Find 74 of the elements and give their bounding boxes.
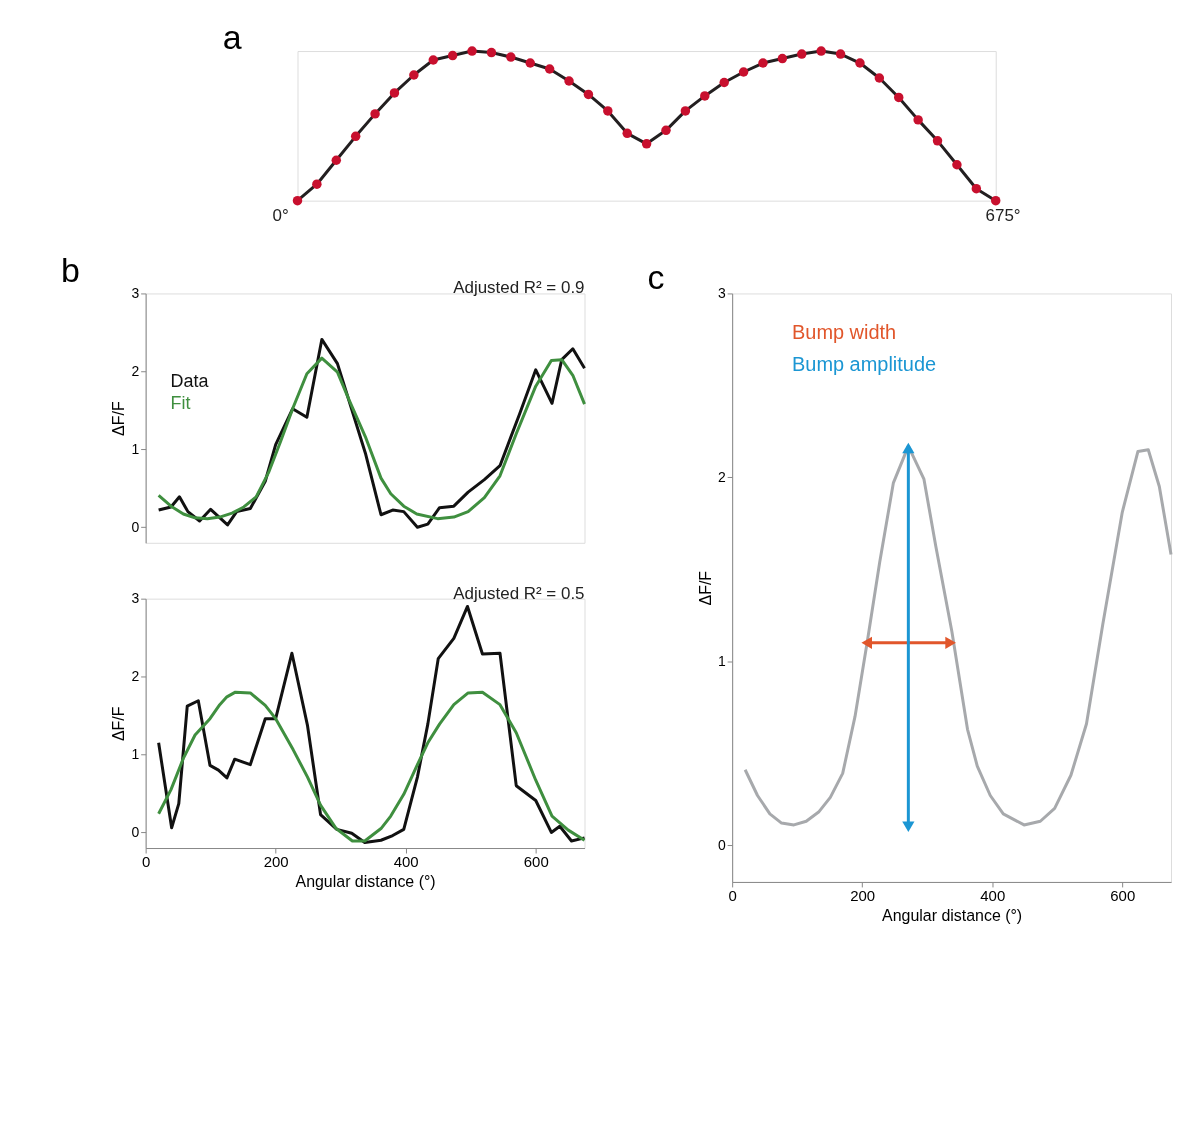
point: [486, 47, 497, 58]
point: [428, 55, 438, 65]
point: [971, 183, 982, 194]
point: [544, 64, 555, 74]
point: [292, 195, 303, 206]
chart-title: c: [647, 258, 665, 297]
text: 675°: [985, 205, 1021, 225]
text: 0°: [272, 205, 289, 225]
x-tick-label: 400: [980, 887, 1006, 905]
y-tick-label: 1: [717, 652, 726, 669]
point: [506, 52, 516, 62]
point: [816, 46, 826, 56]
chart-title: b: [61, 251, 80, 290]
y-tick-label: 0: [131, 823, 140, 840]
y-tick-label: 0: [717, 836, 726, 853]
point: [952, 160, 962, 170]
x-axis-title: Angular distance (°): [295, 873, 436, 891]
x-tick-label: 200: [263, 853, 289, 871]
y-tick-label: 2: [131, 668, 140, 685]
x-tick-label: 200: [850, 887, 876, 905]
point: [932, 136, 943, 146]
y-tick-label: 3: [131, 590, 140, 607]
point: [331, 155, 342, 165]
line-series: [157, 690, 587, 843]
point: [797, 49, 807, 59]
point: [467, 46, 477, 56]
chart-title: a: [222, 18, 242, 57]
point: [835, 49, 846, 59]
point: [680, 106, 691, 116]
point: [913, 115, 923, 125]
text: Bump amplitude: [791, 352, 937, 375]
y-axis-title: ΔF/F: [110, 401, 128, 436]
point: [525, 58, 535, 68]
point: [700, 91, 710, 101]
y-axis-title: ΔF/F: [110, 706, 128, 742]
point: [312, 179, 322, 189]
x-tick-label: 400: [393, 853, 419, 871]
point: [661, 125, 671, 136]
point: [777, 53, 788, 64]
point: [758, 58, 768, 68]
text: Fit: [170, 393, 191, 414]
text: Data: [170, 371, 209, 392]
y-tick-label: 2: [717, 468, 726, 485]
annotation: Adjusted R² = 0.9: [453, 278, 585, 298]
y-tick-label: 3: [717, 284, 726, 301]
y-tick-label: 1: [131, 746, 140, 763]
x-tick-label: 600: [1110, 887, 1136, 905]
point: [894, 92, 904, 103]
x-tick-label: 0: [728, 887, 737, 905]
y-tick-label: 3: [131, 284, 140, 301]
x-axis-title: Angular distance (°): [882, 907, 1023, 925]
x-tick-label: 600: [523, 853, 549, 871]
point: [874, 73, 885, 83]
y-axis-title: ΔF/F: [696, 570, 714, 606]
point: [389, 88, 400, 98]
point: [350, 131, 361, 142]
annotation: Adjusted R² = 0.5: [453, 583, 585, 603]
point: [370, 109, 380, 119]
point: [641, 139, 652, 149]
y-tick-label: 0: [131, 518, 140, 535]
point: [564, 76, 574, 86]
line-series: [157, 604, 587, 845]
y-tick-label: 2: [131, 362, 140, 379]
point: [409, 70, 419, 80]
point: [990, 195, 1001, 206]
point: [603, 106, 613, 116]
point: [583, 89, 594, 100]
point: [447, 50, 458, 61]
point: [738, 67, 749, 77]
point: [719, 77, 729, 88]
text: Bump width: [791, 320, 897, 343]
y-tick-label: 1: [131, 440, 140, 457]
point: [622, 128, 632, 139]
point: [855, 58, 865, 68]
